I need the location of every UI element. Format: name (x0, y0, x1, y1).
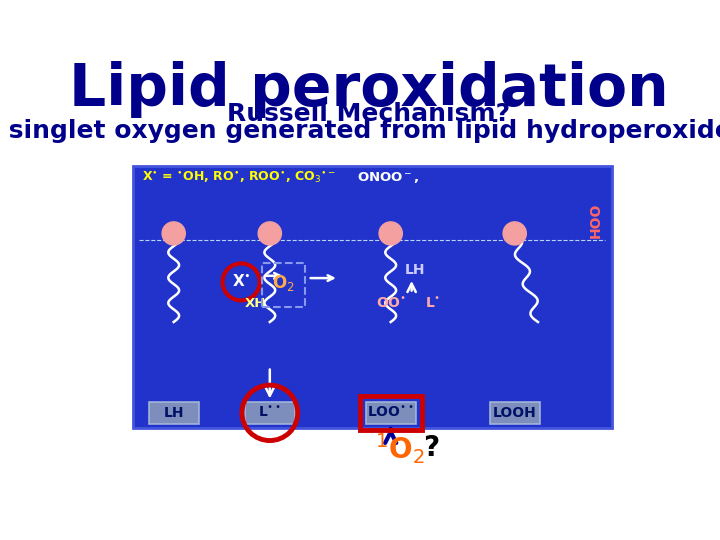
Text: L$^{\bullet}$: L$^{\bullet}$ (425, 296, 440, 310)
Bar (132, 166, 611, 428)
Text: X$^{\bullet}$: X$^{\bullet}$ (232, 273, 251, 289)
Text: LH: LH (163, 406, 184, 420)
Text: Is singlet oxygen generated from lipid hydroperoxides?: Is singlet oxygen generated from lipid h… (0, 119, 720, 143)
FancyBboxPatch shape (366, 402, 415, 423)
Text: ONOO$^-$,: ONOO$^-$, (357, 170, 420, 185)
Text: ?: ? (423, 434, 439, 462)
Text: OO$^{\bullet}$: OO$^{\bullet}$ (376, 296, 406, 310)
Circle shape (162, 222, 185, 245)
Circle shape (379, 222, 402, 245)
Circle shape (258, 222, 282, 245)
Text: LOOH: LOOH (492, 406, 536, 420)
FancyBboxPatch shape (490, 402, 539, 423)
Text: XH: XH (244, 297, 266, 310)
Text: O$_2$: O$_2$ (272, 273, 295, 293)
FancyBboxPatch shape (245, 402, 294, 423)
Text: Russell Mechanism?: Russell Mechanism? (228, 102, 510, 126)
Text: LOO$^{\bullet\bullet}$: LOO$^{\bullet\bullet}$ (367, 406, 414, 420)
Text: HOO: HOO (589, 202, 603, 238)
Bar (360, 396, 422, 430)
Text: Lipid peroxidation: Lipid peroxidation (69, 61, 669, 118)
Text: $^1$O$_2$: $^1$O$_2$ (375, 431, 425, 465)
Text: L$^{\bullet\bullet}$: L$^{\bullet\bullet}$ (258, 406, 282, 420)
Circle shape (503, 222, 526, 245)
FancyBboxPatch shape (149, 402, 199, 423)
Text: X$^{\bullet}$ = $^{\bullet}$OH, RO$^{\bullet}$, ROO$^{\bullet}$, CO$_3$$^{\bulle: X$^{\bullet}$ = $^{\bullet}$OH, RO$^{\bu… (142, 170, 336, 185)
Text: LH: LH (405, 264, 426, 278)
